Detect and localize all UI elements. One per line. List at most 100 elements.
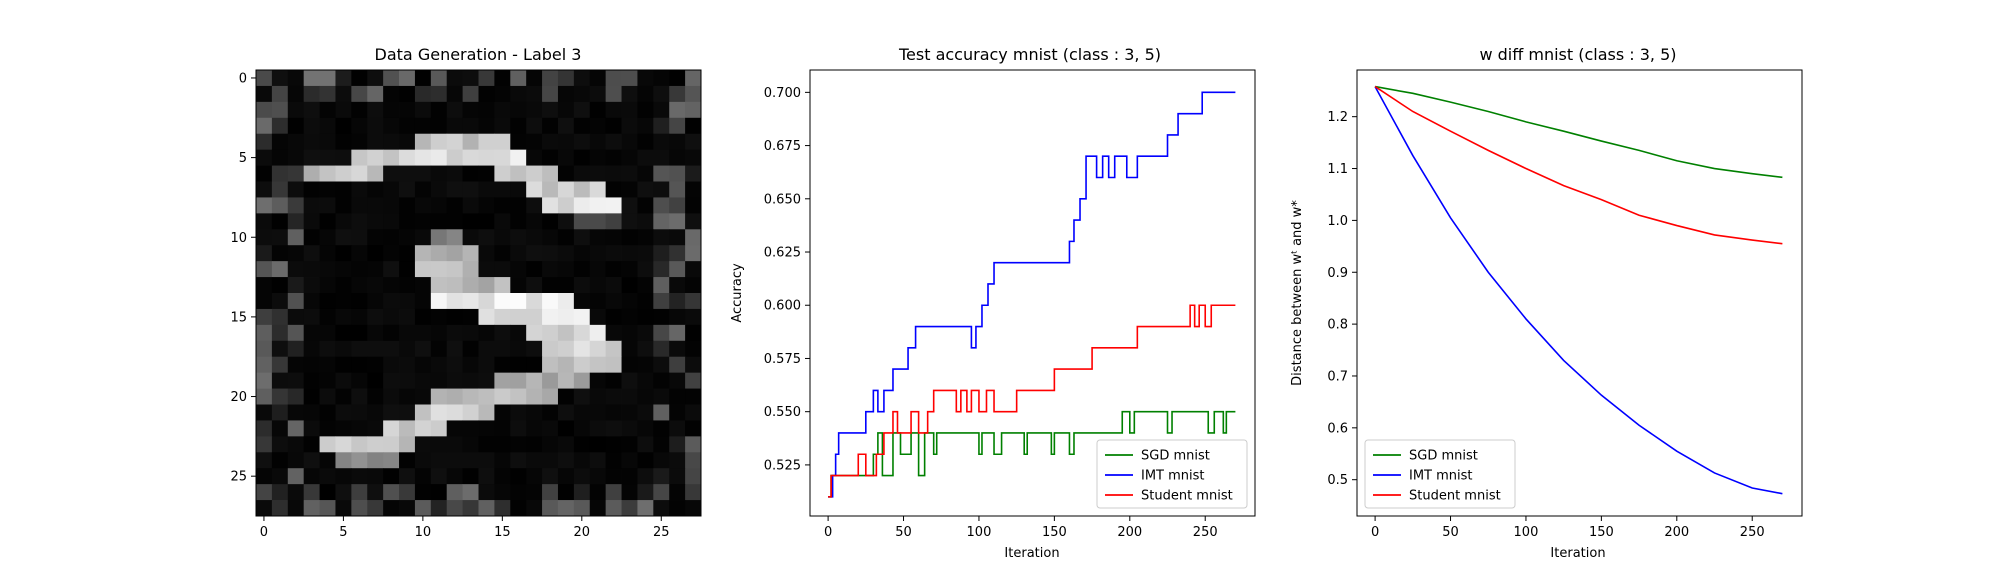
heatmap-pixel bbox=[271, 324, 289, 342]
heatmap-pixel bbox=[256, 85, 273, 103]
heatmap-pixel bbox=[605, 101, 622, 119]
heatmap-pixel bbox=[319, 388, 336, 405]
heatmap-pixel bbox=[542, 149, 559, 166]
heatmap-pixel bbox=[462, 388, 479, 405]
heatmap-pixel bbox=[669, 324, 686, 342]
heatmap-pixel bbox=[446, 388, 463, 405]
heatmap-pixel bbox=[478, 436, 495, 453]
heatmap-pixel bbox=[430, 70, 448, 87]
heatmap-pixel bbox=[510, 197, 527, 214]
heatmap-pixel bbox=[653, 293, 670, 310]
heatmap-pixel bbox=[335, 245, 352, 262]
heatmap-pixel bbox=[351, 293, 368, 310]
heatmap-pixel bbox=[303, 70, 320, 87]
heatmap-pixel bbox=[462, 452, 479, 469]
heatmap-pixel bbox=[319, 436, 336, 453]
heatmap-pixel bbox=[557, 101, 575, 119]
heatmap-pixel bbox=[256, 356, 273, 374]
accuracy-xlabel: Iteration bbox=[1004, 546, 1059, 561]
heatmap-pixel bbox=[367, 277, 384, 294]
y-tick-label: 15 bbox=[230, 310, 247, 325]
heatmap-pixel bbox=[462, 261, 479, 278]
heatmap-pixel bbox=[446, 452, 463, 469]
heatmap-pixel bbox=[573, 149, 591, 166]
heatmap-pixel bbox=[669, 308, 686, 326]
panel-accuracy-title: Test accuracy mnist (class : 3, 5) bbox=[898, 45, 1161, 64]
accuracy-y-tick-label: 0.650 bbox=[764, 192, 801, 207]
heatmap-pixel bbox=[367, 70, 384, 87]
heatmap-pixel bbox=[430, 452, 448, 469]
heatmap-pixel bbox=[526, 372, 543, 389]
heatmap-pixel bbox=[367, 261, 384, 278]
heatmap-pixel bbox=[526, 293, 543, 310]
accuracy-ylabel: Accuracy bbox=[730, 263, 745, 323]
heatmap-pixel bbox=[637, 245, 654, 262]
heatmap-pixel bbox=[637, 133, 654, 151]
heatmap-pixel bbox=[414, 213, 432, 230]
heatmap-pixel bbox=[573, 85, 591, 103]
heatmap-pixel bbox=[383, 420, 400, 437]
heatmap-pixel bbox=[637, 404, 654, 421]
heatmap-pixel bbox=[399, 340, 416, 358]
heatmap-pixel bbox=[351, 101, 368, 119]
heatmap-pixel bbox=[542, 372, 559, 389]
heatmap-pixel bbox=[542, 356, 559, 374]
heatmap-pixel bbox=[462, 340, 479, 358]
heatmap-pixel bbox=[589, 70, 607, 87]
heatmap-pixel bbox=[335, 229, 352, 246]
heatmap-pixel bbox=[271, 436, 289, 453]
heatmap-pixel bbox=[637, 70, 654, 87]
heatmap-pixel bbox=[462, 213, 479, 230]
heatmap-pixel bbox=[351, 133, 368, 151]
heatmap-pixel bbox=[542, 101, 559, 119]
heatmap-pixel bbox=[557, 229, 575, 246]
heatmap-pixel bbox=[478, 500, 495, 517]
heatmap-pixel bbox=[287, 484, 305, 501]
heatmap-pixel bbox=[669, 149, 686, 166]
heatmap-pixel bbox=[414, 101, 432, 119]
heatmap-pixel bbox=[287, 197, 305, 214]
heatmap-pixel bbox=[414, 197, 432, 214]
heatmap-pixel bbox=[494, 420, 511, 437]
heatmap-pixel bbox=[510, 452, 527, 469]
heatmap-pixel bbox=[526, 388, 543, 405]
heatmap-pixel bbox=[589, 388, 607, 405]
heatmap-pixel bbox=[367, 197, 384, 214]
heatmap-pixel bbox=[478, 372, 495, 389]
heatmap-pixel bbox=[303, 500, 320, 517]
heatmap-pixel bbox=[542, 468, 559, 485]
heatmap-pixel bbox=[542, 308, 559, 326]
heatmap-pixel bbox=[589, 101, 607, 119]
heatmap-pixel bbox=[462, 245, 479, 262]
heatmap-pixel bbox=[653, 340, 670, 358]
heatmap-pixel bbox=[494, 213, 511, 230]
heatmap-pixel bbox=[351, 452, 368, 469]
heatmap-pixel bbox=[653, 245, 670, 262]
heatmap-pixel bbox=[478, 308, 495, 326]
heatmap-pixel bbox=[414, 245, 432, 262]
heatmap-pixel bbox=[446, 468, 463, 485]
heatmap-pixel bbox=[335, 133, 352, 151]
heatmap-pixel bbox=[367, 181, 384, 198]
heatmap-pixel bbox=[446, 484, 463, 501]
heatmap-pixel bbox=[685, 213, 702, 230]
heatmap-pixel bbox=[414, 324, 432, 342]
heatmap-pixel bbox=[367, 117, 384, 135]
heatmap-pixel bbox=[653, 500, 670, 517]
heatmap-pixel bbox=[589, 277, 607, 294]
heatmap-pixel bbox=[256, 484, 273, 501]
heatmap-pixel bbox=[430, 85, 448, 103]
heatmap-pixel bbox=[478, 149, 495, 166]
wdiff-axis-ticks: 0 50 100 150 200 250 0.5 0.6 0.7 0.8 0.9 1.0 1.1 1.2 bbox=[1327, 110, 1764, 540]
heatmap-pixel bbox=[573, 484, 591, 501]
heatmap-pixel bbox=[653, 388, 670, 405]
heatmap-pixel bbox=[573, 70, 591, 87]
heatmap-pixel bbox=[287, 245, 305, 262]
heatmap-pixel bbox=[256, 70, 273, 87]
heatmap-pixel bbox=[319, 277, 336, 294]
heatmap-pixel bbox=[510, 404, 527, 421]
heatmap-pixel bbox=[319, 420, 336, 437]
heatmap-pixel bbox=[414, 420, 432, 437]
heatmap-pixel bbox=[526, 484, 543, 501]
heatmap-pixel bbox=[557, 452, 575, 469]
